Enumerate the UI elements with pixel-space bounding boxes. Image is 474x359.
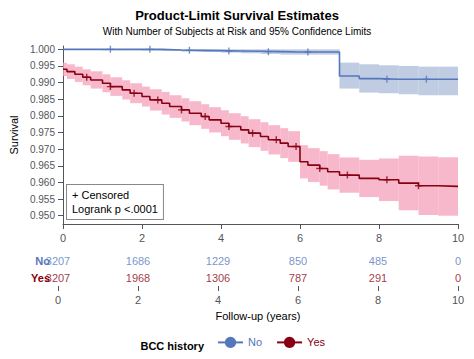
svg-text:0.960: 0.960 <box>30 177 55 188</box>
svg-text:Follow-up (years): Follow-up (years) <box>216 310 301 322</box>
svg-text:With Number of Subjects at Ris: With Number of Subjects at Risk and 95% … <box>103 26 371 37</box>
svg-text:2: 2 <box>135 294 141 306</box>
svg-text:291: 291 <box>369 272 387 284</box>
svg-text:3207: 3207 <box>46 272 70 284</box>
svg-text:0: 0 <box>60 232 66 244</box>
svg-text:0.995: 0.995 <box>30 60 55 71</box>
svg-text:485: 485 <box>369 255 387 267</box>
svg-text:6: 6 <box>295 294 301 306</box>
svg-text:8: 8 <box>375 294 381 306</box>
svg-text:0.955: 0.955 <box>30 194 55 205</box>
svg-text:2: 2 <box>139 232 145 244</box>
svg-text:0.965: 0.965 <box>30 160 55 171</box>
svg-text:Logrank p <.0001: Logrank p <.0001 <box>72 203 158 215</box>
svg-text:787: 787 <box>289 272 307 284</box>
svg-text:1686: 1686 <box>126 255 150 267</box>
svg-text:Yes: Yes <box>307 336 325 348</box>
svg-text:No: No <box>35 254 50 267</box>
svg-text:1.000: 1.000 <box>30 44 55 55</box>
svg-text:No: No <box>248 336 262 348</box>
svg-text:BCC history: BCC history <box>140 340 204 352</box>
svg-text:0.985: 0.985 <box>30 94 55 105</box>
svg-text:6: 6 <box>297 232 303 244</box>
svg-text:0: 0 <box>455 255 461 267</box>
svg-text:850: 850 <box>289 255 307 267</box>
svg-text:+ Censored: + Censored <box>72 189 129 201</box>
svg-text:Yes: Yes <box>31 271 50 284</box>
svg-text:1968: 1968 <box>126 272 150 284</box>
svg-text:3207: 3207 <box>46 255 70 267</box>
svg-text:1229: 1229 <box>206 255 230 267</box>
svg-text:8: 8 <box>376 232 382 244</box>
svg-text:0.950: 0.950 <box>30 210 55 221</box>
svg-text:10: 10 <box>452 294 464 306</box>
svg-text:Survival: Survival <box>8 115 20 154</box>
svg-text:1306: 1306 <box>206 272 230 284</box>
svg-text:4: 4 <box>218 232 224 244</box>
svg-text:4: 4 <box>215 294 221 306</box>
svg-text:10: 10 <box>452 232 464 244</box>
svg-text:Product-Limit Survival Estimat: Product-Limit Survival Estimates <box>135 8 339 23</box>
svg-text:0: 0 <box>55 294 61 306</box>
svg-text:0: 0 <box>455 272 461 284</box>
svg-text:0.975: 0.975 <box>30 127 55 138</box>
svg-text:0.980: 0.980 <box>30 110 55 121</box>
svg-text:0.970: 0.970 <box>30 144 55 155</box>
svg-text:0.990: 0.990 <box>30 77 55 88</box>
